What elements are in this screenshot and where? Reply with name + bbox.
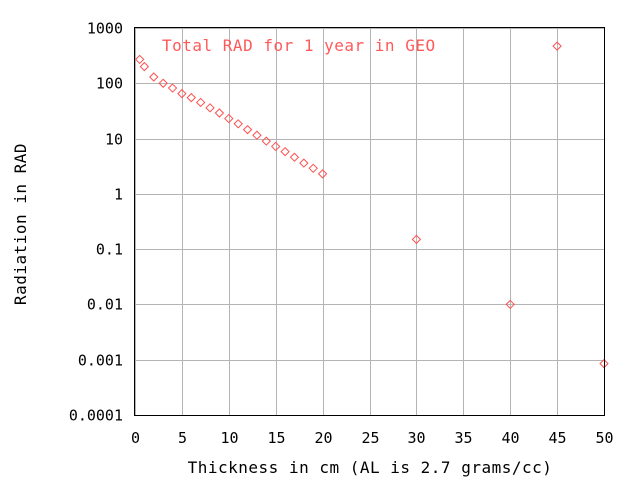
x-tick-label: 40 — [501, 429, 519, 447]
legend-label: Total RAD for 1 year in GEO — [162, 36, 436, 55]
data-point — [195, 97, 206, 108]
y-axis-title: Radiation in RAD — [11, 143, 30, 305]
data-point — [186, 92, 196, 103]
data-point — [149, 72, 159, 82]
data-point — [505, 299, 515, 310]
data-point — [299, 158, 309, 168]
grid — [135, 28, 605, 416]
data-point — [158, 78, 168, 88]
data-point — [233, 119, 243, 129]
data-point — [411, 234, 422, 245]
data-point — [177, 88, 187, 99]
x-tick-label: 20 — [314, 429, 332, 447]
data-point — [134, 54, 145, 65]
data-point — [280, 146, 290, 157]
y-tick-label: 10 — [105, 131, 123, 149]
data-point — [252, 130, 262, 140]
data-points — [134, 41, 609, 369]
x-tick-label: 0 — [131, 429, 140, 447]
x-tick-label: 25 — [361, 429, 379, 447]
x-tick-label: 30 — [407, 429, 425, 447]
data-point — [308, 163, 318, 174]
data-point — [317, 169, 328, 179]
data-point — [242, 124, 253, 135]
data-point — [289, 152, 300, 162]
data-point — [205, 103, 215, 113]
data-point — [270, 141, 281, 152]
y-tick-label: 1 — [114, 186, 123, 204]
x-tick-label: 50 — [595, 429, 613, 447]
plot-frame — [134, 27, 605, 416]
x-tick-label: 45 — [548, 429, 566, 447]
x-tick-label: 10 — [220, 429, 238, 447]
x-tick-label: 35 — [454, 429, 472, 447]
y-tick-labels: 0.0001 0.001 0.01 0.1 1 10 100 1000 — [69, 20, 123, 425]
y-tick-label: 0.0001 — [69, 407, 123, 425]
data-point — [167, 83, 178, 93]
y-tick-label: 0.001 — [78, 352, 123, 370]
data-point — [139, 61, 150, 72]
x-tick-labels: 0 5 10 15 20 25 30 35 40 45 50 — [131, 429, 614, 447]
y-tick-label: 0.1 — [96, 241, 123, 259]
x-axis-title: Thickness in cm (AL is 2.7 grams/cc) — [188, 458, 553, 477]
y-tick-label: 100 — [96, 75, 123, 93]
data-point — [214, 108, 225, 118]
data-point — [261, 136, 272, 146]
y-tick-label: 0.01 — [87, 296, 123, 314]
x-tick-label: 15 — [267, 429, 285, 447]
data-point — [224, 113, 234, 124]
data-point — [552, 41, 562, 51]
y-tick-label: 1000 — [87, 20, 123, 38]
x-tick-label: 5 — [178, 429, 187, 447]
